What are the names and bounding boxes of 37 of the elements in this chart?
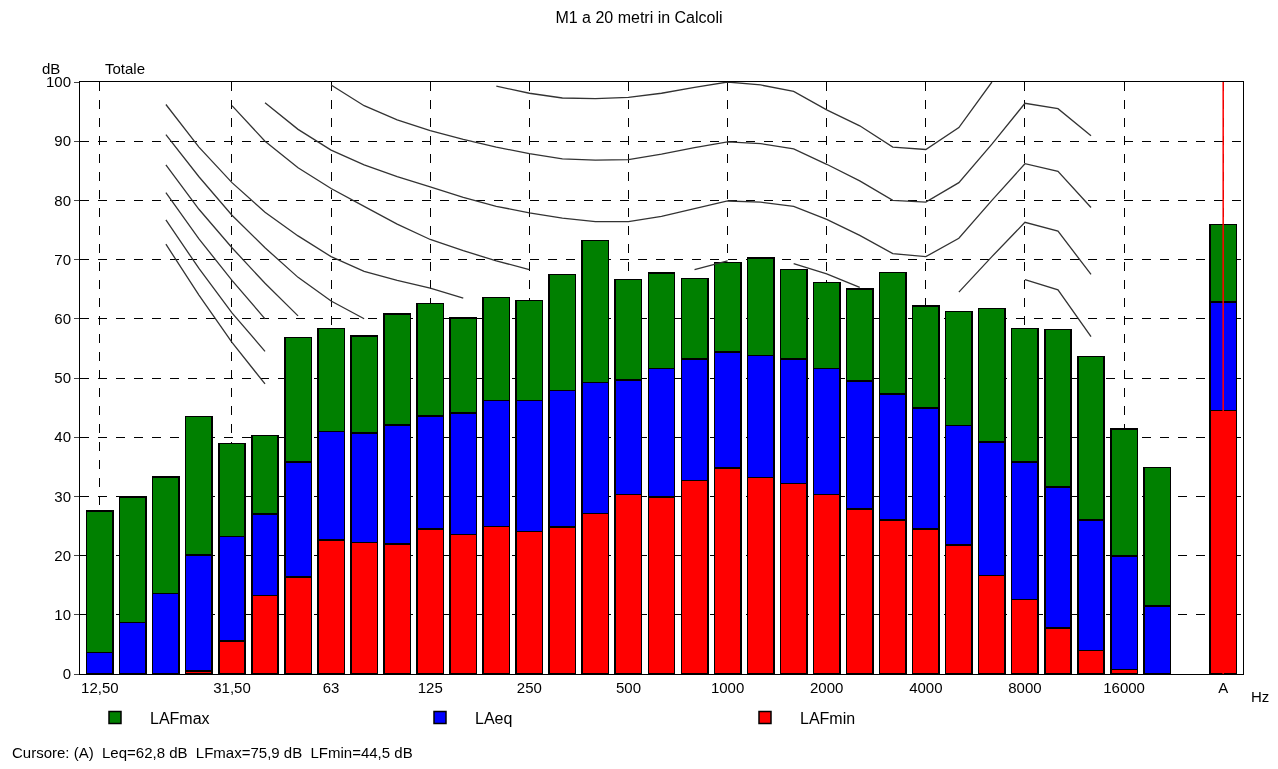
legend-label: LAFmax [150, 709, 210, 727]
line-series [264, 102, 1092, 258]
y-tick-label: 80 [54, 191, 71, 209]
legend-label: LAFmin [800, 709, 856, 727]
y-tick-label: 20 [54, 546, 71, 564]
y-tick-label: 50 [54, 369, 71, 387]
x-tick-label: 250 [516, 679, 542, 696]
x-tick-label: 500 [615, 679, 641, 696]
x-tick-label: 4000 [909, 679, 943, 696]
x-tick-label: 31,50 [213, 679, 251, 696]
line-series [495, 82, 993, 151]
y-tick-label: 10 [54, 606, 71, 624]
line-series [165, 219, 266, 353]
line-series [165, 243, 266, 385]
x-tick-label: 63 [322, 679, 340, 696]
x-tick-label: A [1218, 679, 1229, 696]
x-tick-label: 1000 [710, 679, 745, 696]
line-series [165, 192, 266, 320]
chart-title: M1 a 20 metri in Calcoli [555, 8, 723, 26]
y-tick-label: 30 [54, 487, 71, 505]
legend-label: LAeq [475, 709, 513, 727]
line-series [165, 134, 365, 320]
y-tick-label: 90 [54, 132, 71, 150]
x-tick-label: 16000 [1103, 679, 1145, 696]
y-tick-label: 60 [54, 310, 71, 328]
y-tick-label: 40 [54, 428, 71, 446]
x-tick-label: 2000 [810, 679, 844, 696]
line-series [165, 164, 299, 317]
x-tick-label: 125 [417, 679, 443, 696]
text: Totale [105, 60, 146, 77]
x-tick-label: 8000 [1008, 679, 1042, 696]
y-tick-label: 0 [62, 665, 71, 683]
x-axis-title: Hz [1251, 688, 1270, 705]
x-tick-label: 12,50 [81, 679, 119, 696]
y-tick-label: 70 [54, 250, 71, 268]
text: Cursore: (A) Leq=62,8 dB LFmax=75,9 dB LFmin=44,5 dB [12, 744, 413, 761]
line-series [330, 84, 1092, 203]
